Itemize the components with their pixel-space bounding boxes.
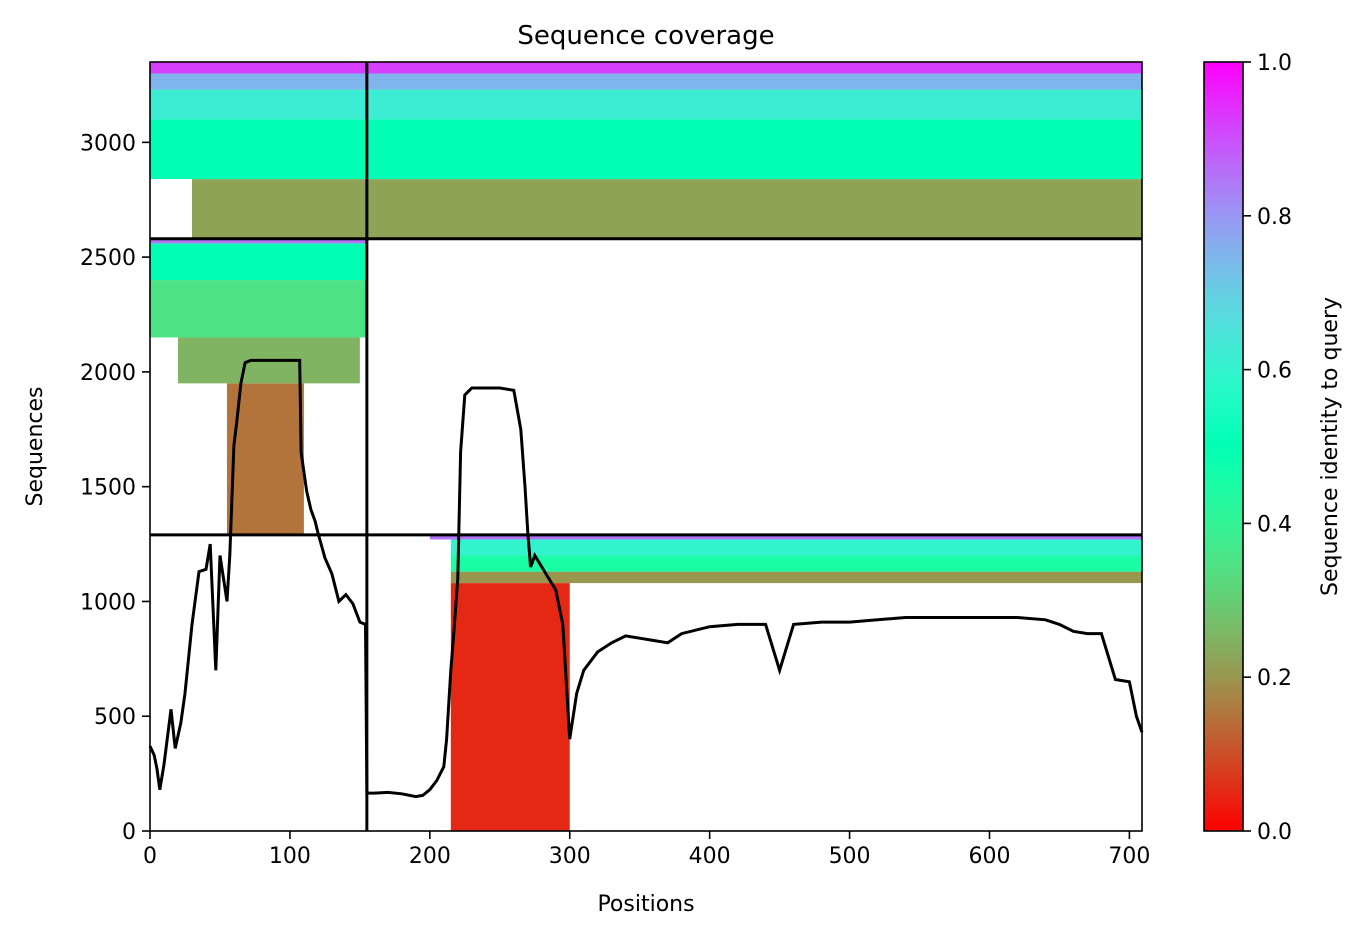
- x-tick-label: 600: [968, 844, 1010, 869]
- identity-band: [450, 583, 570, 831]
- colorbar-tick-label: 0.2: [1257, 666, 1292, 691]
- identity-band: [150, 238, 367, 244]
- y-tick-label: 500: [94, 705, 136, 730]
- colorbar-tick-label: 1.0: [1257, 51, 1292, 76]
- y-tick-label: 0: [122, 820, 136, 845]
- x-tick-label: 400: [689, 844, 731, 869]
- x-tick-label: 0: [143, 844, 157, 869]
- identity-band: [226, 383, 304, 535]
- x-axis-title: Positions: [597, 892, 694, 917]
- colorbar-tick-label: 0.6: [1257, 359, 1292, 384]
- colorbar-axis: 0.0 0.2 0.4 0.6 0.8 1.0: [1243, 51, 1292, 845]
- x-tick-label: 100: [269, 844, 311, 869]
- colorbar-title: Sequence identity to query: [1318, 297, 1343, 596]
- coverage-heatmap: [150, 62, 1142, 831]
- identity-band: [150, 89, 1142, 120]
- colorbar-tick-label: 0.8: [1257, 205, 1292, 230]
- colorbar: [1203, 61, 1244, 832]
- colorbar-tick-label: 0.4: [1257, 512, 1292, 537]
- y-axis: 0 500 1000 1500 2000 2500 3000: [80, 131, 150, 845]
- y-tick-label: 2500: [80, 246, 136, 271]
- identity-band: [150, 280, 367, 338]
- x-tick-label: 500: [829, 844, 871, 869]
- plot-frame: [149, 61, 1143, 832]
- coverage-line: [148, 358, 1144, 799]
- identity-band: [150, 243, 367, 281]
- x-tick-label: 200: [409, 844, 451, 869]
- chart-title: Sequence coverage: [517, 21, 774, 51]
- identity-band: [150, 73, 1142, 90]
- x-tick-label: 700: [1108, 844, 1150, 869]
- x-axis: 0 100 200 300 400 500 600 700: [143, 831, 1150, 869]
- identity-band: [450, 539, 1142, 556]
- identity-band: [150, 119, 1142, 180]
- identity-band: [450, 571, 1142, 584]
- y-axis-title: Sequences: [23, 387, 48, 507]
- identity-band: [429, 534, 1142, 540]
- identity-band: [150, 62, 1142, 74]
- y-tick-label: 3000: [80, 131, 136, 156]
- colorbar-tick-label: 0.0: [1257, 820, 1292, 845]
- y-tick-label: 1000: [80, 590, 136, 615]
- y-tick-label: 1500: [80, 476, 136, 501]
- x-tick-label: 300: [549, 844, 591, 869]
- identity-band: [450, 555, 1142, 572]
- identity-band: [191, 179, 1142, 239]
- y-tick-label: 2000: [80, 361, 136, 386]
